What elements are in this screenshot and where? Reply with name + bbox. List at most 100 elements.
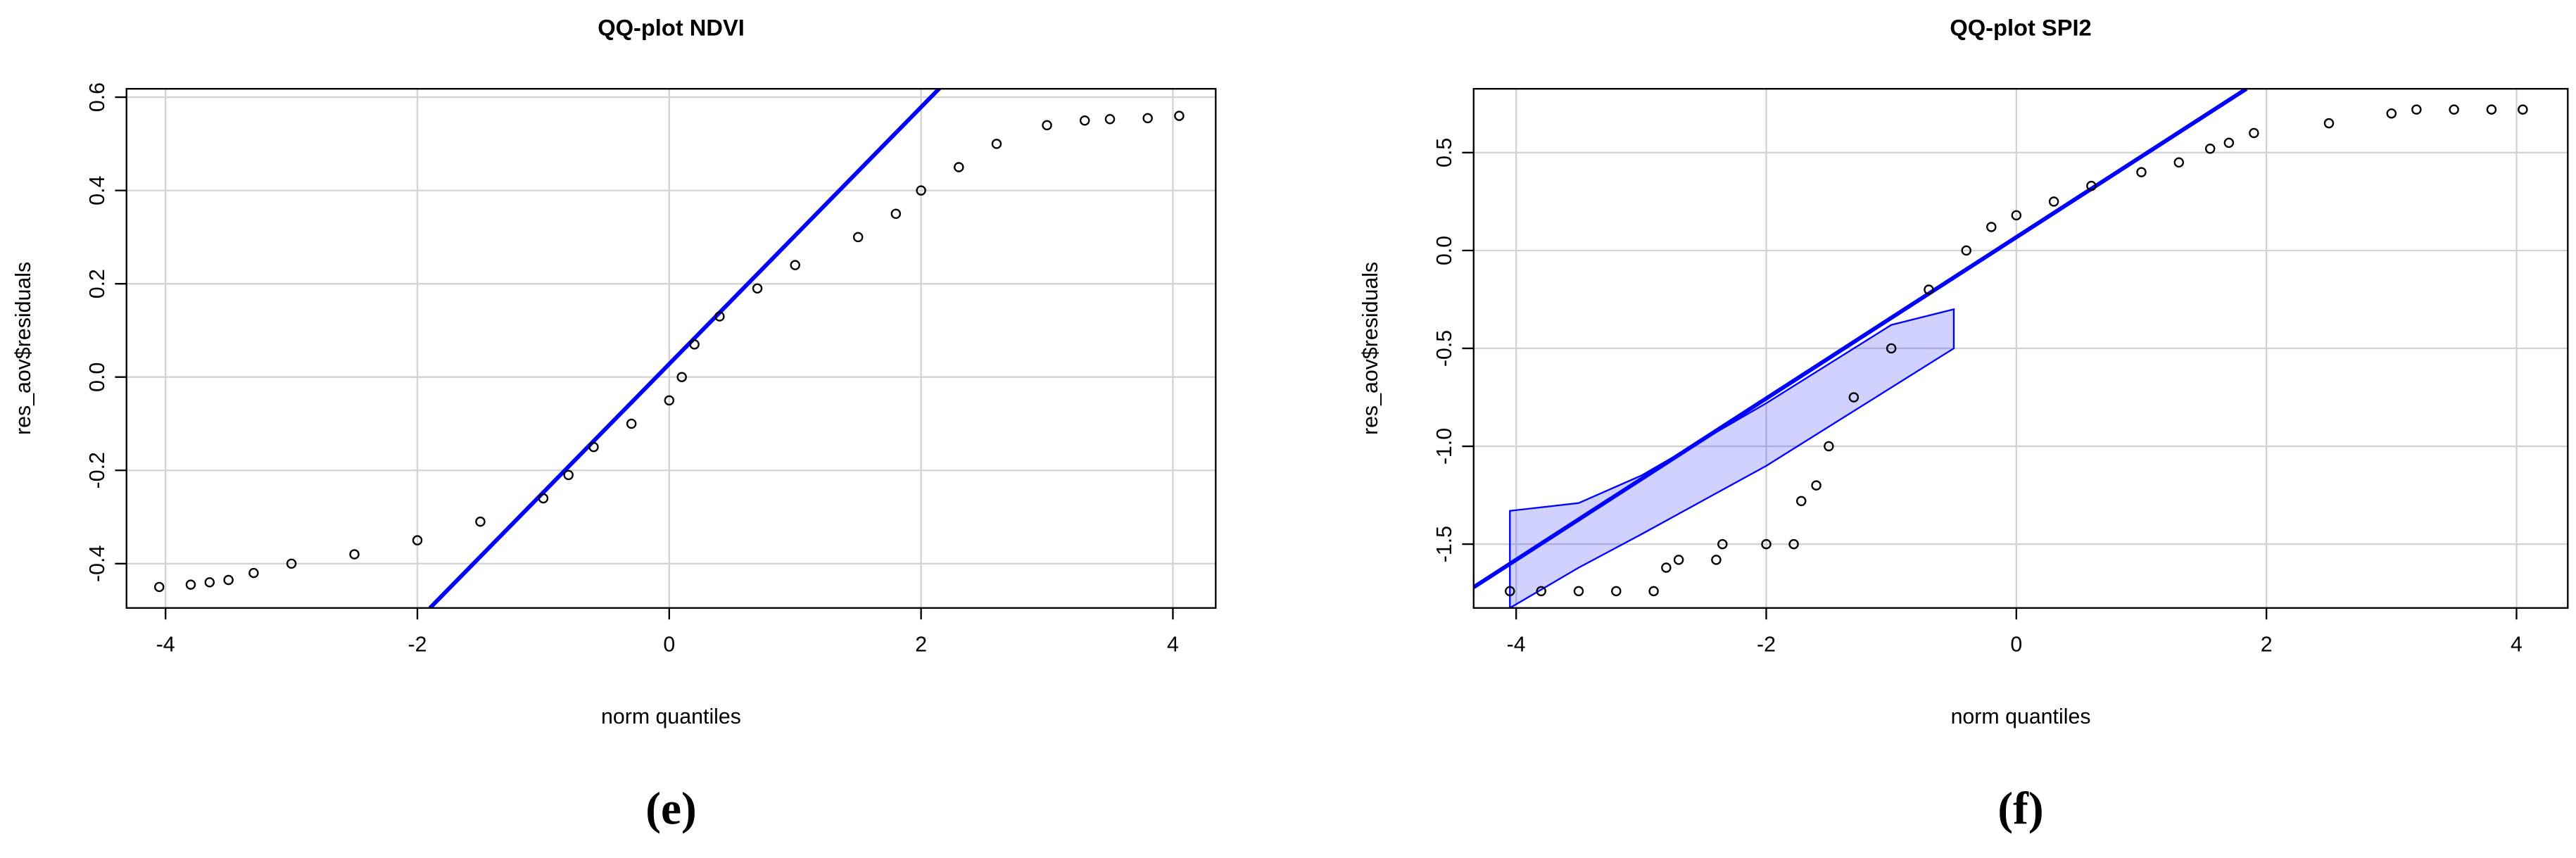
point: [2386, 108, 2397, 119]
point: [349, 549, 360, 560]
point: [626, 418, 637, 429]
plot-area: [1473, 89, 2528, 608]
point: [1079, 115, 1090, 126]
point: [1986, 222, 1997, 232]
y-tick-label: 0.5: [1433, 138, 1456, 168]
point: [2518, 104, 2528, 115]
plot-frame: [1472, 87, 2569, 609]
y-tick-label: 0.2: [86, 269, 109, 298]
y-tick-label: -0.5: [1433, 330, 1456, 367]
point: [2486, 104, 2497, 115]
point: [1788, 538, 1799, 550]
point: [1824, 441, 1834, 452]
point: [2173, 157, 2185, 168]
point: [1761, 538, 1772, 550]
point: [1536, 586, 1546, 597]
point: [2249, 127, 2259, 139]
x-tick-label: -4: [1507, 633, 1526, 656]
point: [1811, 480, 1821, 491]
plot-area: [154, 89, 1185, 608]
point: [154, 581, 165, 593]
caption: (e): [645, 784, 697, 835]
x-tick-label: 2: [2261, 633, 2273, 656]
point: [664, 395, 675, 406]
x-tick-label: -4: [156, 633, 175, 656]
point: [2411, 104, 2422, 115]
point: [2086, 180, 2097, 191]
y-tick-label: -1.5: [1433, 526, 1456, 562]
y-tick-label: 0.0: [1433, 236, 1456, 265]
point: [412, 535, 423, 545]
x-tick-label: 0: [2010, 633, 2022, 656]
point: [538, 493, 549, 504]
point: [790, 260, 800, 270]
point: [1142, 113, 1153, 124]
point: [1711, 555, 1722, 565]
point: [1848, 392, 1860, 403]
point: [1961, 245, 1971, 256]
point: [185, 579, 196, 590]
point: [1104, 113, 1116, 125]
point: [2449, 104, 2459, 115]
x-tick-label: 0: [663, 633, 675, 656]
point: [204, 577, 215, 588]
x-tick-label: 4: [1167, 633, 1179, 656]
x-tick-label: 4: [2511, 633, 2523, 656]
point: [286, 558, 297, 569]
reference-line: [1473, 89, 2248, 589]
chart-title: QQ-plot SPI2: [1950, 15, 2091, 41]
point: [1886, 343, 1897, 354]
point: [1611, 586, 1622, 597]
y-tick-label: 0.6: [86, 82, 109, 112]
point: [1796, 496, 1807, 507]
x-tick-label: 2: [915, 633, 927, 656]
y-tick-label: -0.2: [86, 452, 109, 488]
point: [1505, 586, 1515, 597]
y-axis-label: res_aov$residuals: [1359, 262, 1382, 435]
y-tick-label: 0.4: [86, 176, 109, 206]
y-tick-label: 0.0: [86, 362, 109, 392]
point: [248, 567, 259, 579]
point: [563, 469, 574, 481]
point: [890, 208, 902, 220]
point: [676, 372, 687, 382]
point: [1174, 111, 1185, 121]
point: [1661, 562, 1672, 573]
point: [223, 574, 234, 586]
point: [2323, 118, 2335, 129]
point: [1673, 555, 1684, 565]
point: [714, 311, 725, 322]
x-tick-label: -2: [1757, 633, 1776, 656]
caption: (f): [1997, 784, 2043, 835]
point: [2136, 167, 2147, 177]
point: [852, 232, 864, 243]
point: [1924, 284, 1934, 295]
point: [1648, 586, 1659, 597]
point: [1042, 120, 1052, 131]
y-tick-label: -0.4: [86, 545, 109, 582]
x-axis-label: norm quantiles: [1951, 705, 2091, 728]
x-axis-label: norm quantiles: [601, 705, 741, 728]
point: [2223, 137, 2235, 149]
point: [916, 185, 926, 196]
y-tick-label: -1.0: [1433, 428, 1456, 465]
point: [991, 139, 1002, 149]
point: [954, 162, 964, 172]
point: [752, 283, 763, 294]
chart-title: QQ-plot NDVI: [598, 15, 745, 41]
point: [2048, 196, 2059, 207]
point: [2204, 144, 2216, 154]
point: [475, 516, 486, 527]
x-tick-label: -2: [408, 633, 427, 656]
reference-line: [428, 89, 942, 608]
confidence-band: [1509, 308, 1955, 608]
point: [1573, 586, 1584, 597]
point: [588, 441, 599, 453]
point: [2011, 210, 2022, 221]
y-axis-label: res_aov$residuals: [12, 262, 35, 435]
point: [689, 339, 700, 350]
point: [1717, 538, 1728, 550]
plot-frame: [125, 87, 1217, 609]
